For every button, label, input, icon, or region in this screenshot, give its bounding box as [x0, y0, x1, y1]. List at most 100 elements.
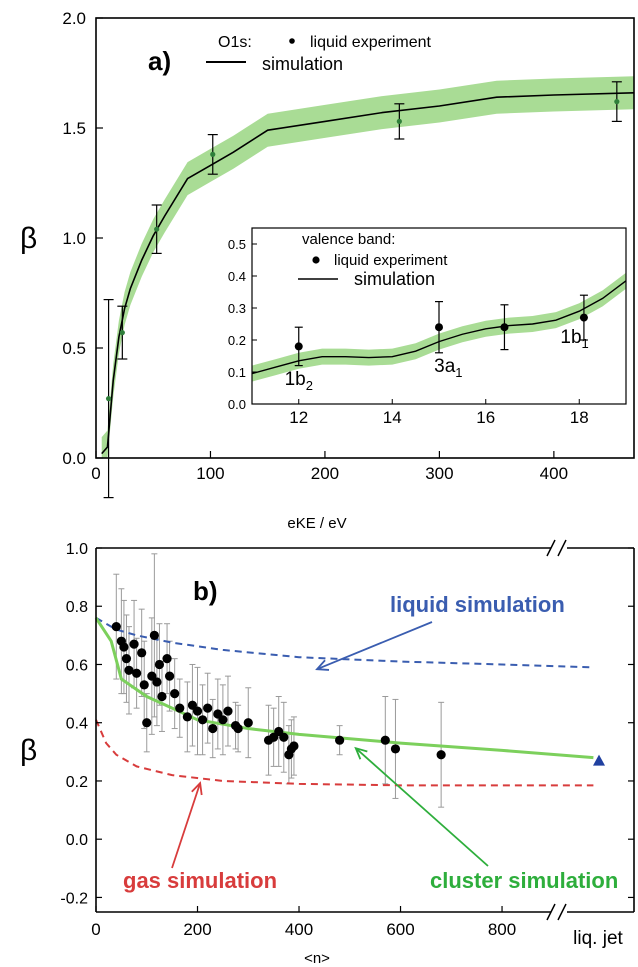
cluster-simulation-curve [94, 617, 594, 760]
data-point [223, 706, 233, 716]
arrow-head [191, 781, 203, 796]
data-point [279, 732, 289, 742]
y-tick-label: 0.8 [66, 599, 88, 616]
liquid-simulation-curve [95, 617, 594, 669]
axis-break-mark [557, 539, 567, 557]
liquid-simulation-label: liquid simulation [390, 592, 565, 617]
data-point [139, 680, 149, 690]
simulation-line [101, 92, 635, 455]
y-tick-label: -0.2 [60, 890, 88, 907]
data-point [129, 639, 139, 649]
y-axis-label: β [20, 734, 37, 767]
inset-legend-header: valence band: [302, 231, 395, 248]
panel-a: 0 100 200 300 400 0.0 0.5 1.0 1.5 2.0 a) O1s: liq… [20, 9, 635, 532]
inset-legend-label-experiment: liquid experiment [334, 252, 448, 269]
inset-experiment-point-0 [294, 326, 303, 367]
experiment-point-5 [611, 81, 622, 123]
data-point [154, 226, 160, 232]
data-point [182, 712, 192, 722]
legend-marker-points [289, 38, 295, 44]
orbital-label-1: 3a1 [434, 356, 462, 380]
inset-y-tick-label: 0.2 [228, 333, 246, 348]
inset-experiment-point-3 [579, 294, 588, 341]
data-point [210, 151, 216, 157]
data-point [105, 396, 112, 402]
data-point [142, 718, 152, 728]
data-point [435, 323, 443, 332]
data-point [164, 671, 175, 681]
data-point [233, 723, 243, 734]
inset-band-area [252, 272, 626, 382]
orbital-label-subscript: 1 [582, 336, 589, 351]
x-tick-label: 800 [488, 920, 516, 939]
y-tick-label: 0.2 [66, 774, 88, 791]
arrow-head [315, 659, 330, 671]
arrow-shaft [316, 621, 433, 671]
data-point [380, 735, 390, 745]
orbital-label-subscript: 1 [455, 365, 462, 380]
y-tick-label: 0.6 [66, 657, 88, 674]
arrow-shaft [355, 747, 489, 867]
data-point [152, 677, 162, 687]
inset-chart: 12 14 16 180.00.10.20.30.40.5 valence band:… [228, 227, 627, 427]
simulation-lines [94, 617, 594, 787]
legend-header: O1s: [218, 34, 252, 51]
experiment-point-1 [117, 305, 128, 360]
orbital-label-subscript: 2 [306, 378, 313, 393]
x-axis-label: <n> [304, 950, 330, 967]
gas-arrow [171, 781, 203, 869]
axis-break-mark [557, 903, 567, 921]
x-tick-label: 100 [196, 464, 224, 483]
experiment-points [111, 622, 605, 766]
inset-x-tick-label: 12 [289, 408, 308, 427]
inset-x-tick-label: 14 [383, 408, 402, 427]
panel-b: 0 200 400 600 800 -0.2 0.0 0.2 0.4 0.6 0.8 1.0 b) l… [20, 539, 635, 967]
arrow-head [354, 746, 368, 760]
x-tick-label: 600 [386, 920, 414, 939]
data-point [137, 648, 147, 658]
data-point [289, 741, 299, 751]
data-point [335, 735, 345, 745]
simulation-curve [101, 92, 635, 455]
inset-x-tick-label: 18 [570, 408, 589, 427]
inset-y-tick-label: 0.1 [228, 365, 246, 380]
inset-y-tick-label: 0.4 [228, 269, 246, 284]
experiment-points [103, 81, 622, 499]
data-point [436, 750, 446, 760]
experiment-point-2 [151, 204, 162, 254]
y-tick-label: 1.0 [62, 229, 86, 248]
data-point [132, 668, 142, 678]
annotation-arrows [171, 621, 489, 869]
data-point [162, 654, 172, 664]
data-point [149, 630, 159, 640]
panel-label: b) [193, 576, 218, 606]
data-point [121, 654, 132, 664]
axis-ticks: 0 100 200 300 400 0.0 0.5 1.0 1.5 2.0 [62, 9, 568, 483]
liquid-arrow [315, 621, 433, 671]
inset-y-tick-label: 0.0 [228, 397, 246, 412]
orbital-label-base: 3a [434, 356, 456, 377]
axis-ticks: 0 200 400 600 800 -0.2 0.0 0.2 0.4 0.6 0.8 1.0 [60, 541, 634, 939]
y-tick-label: 0.4 [66, 716, 88, 733]
experiment-point-4 [394, 103, 405, 140]
inset-experiment-points [294, 294, 588, 367]
x-axis-label: eKE / eV [287, 515, 346, 532]
x-tick-label: 0 [91, 920, 100, 939]
cluster-arrow [354, 746, 489, 867]
inset-x-tick-label: 16 [476, 408, 495, 427]
axis-break-mark [546, 903, 556, 921]
data-point [579, 313, 588, 322]
y-tick-label: 1.5 [62, 119, 86, 138]
y-tick-label: 0.0 [62, 449, 86, 468]
experiment-point-0 [103, 299, 114, 499]
data-point [203, 703, 213, 713]
y-tick-label: 1.0 [66, 541, 88, 558]
legend-label-simulation: simulation [262, 54, 343, 74]
inset-experiment-point-2 [500, 304, 509, 351]
data-point [119, 642, 129, 652]
data-point [614, 99, 620, 105]
data-point [154, 659, 165, 670]
data-point [208, 723, 218, 734]
